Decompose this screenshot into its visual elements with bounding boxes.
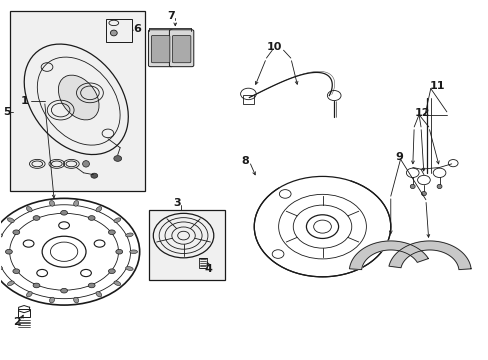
Text: 7: 7	[167, 11, 175, 21]
Text: 6: 6	[133, 24, 141, 34]
Ellipse shape	[7, 281, 14, 285]
Polygon shape	[349, 241, 427, 270]
Ellipse shape	[33, 283, 40, 288]
Ellipse shape	[96, 207, 102, 212]
Bar	[18, 309, 30, 318]
Text: 2: 2	[13, 317, 20, 327]
Ellipse shape	[49, 201, 54, 206]
FancyBboxPatch shape	[148, 30, 172, 67]
Ellipse shape	[58, 75, 99, 120]
Ellipse shape	[0, 233, 2, 237]
Circle shape	[114, 156, 122, 161]
Ellipse shape	[436, 184, 441, 189]
Ellipse shape	[88, 216, 95, 220]
Text: 12: 12	[414, 108, 430, 118]
Ellipse shape	[74, 297, 79, 303]
Bar	[105, 19, 132, 42]
Text: 3: 3	[173, 198, 181, 208]
Ellipse shape	[33, 216, 40, 220]
Ellipse shape	[125, 233, 133, 237]
Text: 1: 1	[20, 96, 28, 106]
Ellipse shape	[13, 230, 20, 235]
Ellipse shape	[88, 283, 95, 288]
Polygon shape	[388, 241, 470, 270]
Ellipse shape	[26, 207, 32, 212]
Ellipse shape	[26, 292, 32, 297]
Ellipse shape	[108, 269, 115, 274]
Ellipse shape	[110, 30, 117, 36]
Text: 10: 10	[266, 42, 282, 52]
FancyBboxPatch shape	[169, 30, 193, 67]
Text: 4: 4	[204, 264, 212, 274]
Ellipse shape	[129, 250, 137, 253]
Ellipse shape	[96, 292, 102, 297]
Ellipse shape	[82, 161, 89, 167]
Ellipse shape	[61, 211, 67, 215]
Text: 9: 9	[395, 152, 403, 162]
Bar	[242, 95, 254, 104]
Ellipse shape	[421, 192, 426, 196]
Text: 8: 8	[241, 156, 249, 166]
Ellipse shape	[74, 201, 79, 206]
FancyBboxPatch shape	[172, 36, 190, 63]
FancyBboxPatch shape	[151, 36, 169, 63]
Text: 5: 5	[3, 107, 11, 117]
Ellipse shape	[116, 249, 122, 254]
Bar	[10, 12, 144, 191]
Ellipse shape	[125, 266, 133, 270]
Ellipse shape	[0, 266, 2, 270]
Bar	[149, 211, 224, 280]
Ellipse shape	[49, 297, 54, 303]
Circle shape	[91, 173, 98, 178]
Ellipse shape	[61, 288, 67, 293]
Ellipse shape	[13, 269, 20, 274]
Text: 11: 11	[429, 81, 445, 91]
Ellipse shape	[5, 249, 12, 254]
Ellipse shape	[108, 230, 115, 235]
Ellipse shape	[114, 218, 121, 222]
Ellipse shape	[114, 281, 121, 285]
Bar	[199, 258, 206, 268]
Ellipse shape	[7, 218, 14, 222]
Ellipse shape	[409, 184, 414, 189]
